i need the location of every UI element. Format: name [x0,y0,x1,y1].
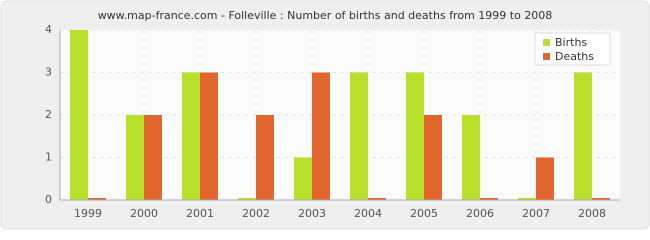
bar [462,115,480,200]
y-tick-label: 3 [45,66,52,79]
bar [518,198,536,200]
x-tick-label: 2004 [354,207,382,220]
y-tick-label: 2 [45,108,52,121]
bar [592,198,610,200]
bar [200,72,218,200]
bar [350,72,368,200]
chart: www.map-france.com - Folleville : Number… [0,0,650,230]
bar [256,115,274,200]
legend-label: Births [555,36,587,49]
y-tick-label: 0 [45,193,52,206]
legend-label: Deaths [555,50,594,63]
x-tick-label: 2005 [410,207,438,220]
bar [406,72,424,200]
x-tick-label: 2008 [578,207,606,220]
x-tick-label: 1999 [74,207,102,220]
x-tick-label: 2006 [466,207,494,220]
bar [144,115,162,200]
bar [536,157,554,200]
bar [368,198,386,200]
bar [70,30,88,200]
bar [574,72,592,200]
bar [480,198,498,200]
x-tick-label: 2000 [130,207,158,220]
y-tick-label: 1 [45,151,52,164]
bar [88,198,106,200]
chart-title: www.map-france.com - Folleville : Number… [98,9,553,22]
x-tick-label: 2003 [298,207,326,220]
bar [238,198,256,200]
bar [182,72,200,200]
bar [424,115,442,200]
legend-swatch [543,53,550,60]
bar [126,115,144,200]
x-tick-label: 2007 [522,207,550,220]
bar [294,157,312,200]
legend-swatch [543,39,550,46]
y-tick-label: 4 [45,23,52,36]
legend-box [534,32,611,66]
bar [312,72,330,200]
x-tick-label: 2002 [242,207,270,220]
x-tick-label: 2001 [186,207,214,220]
